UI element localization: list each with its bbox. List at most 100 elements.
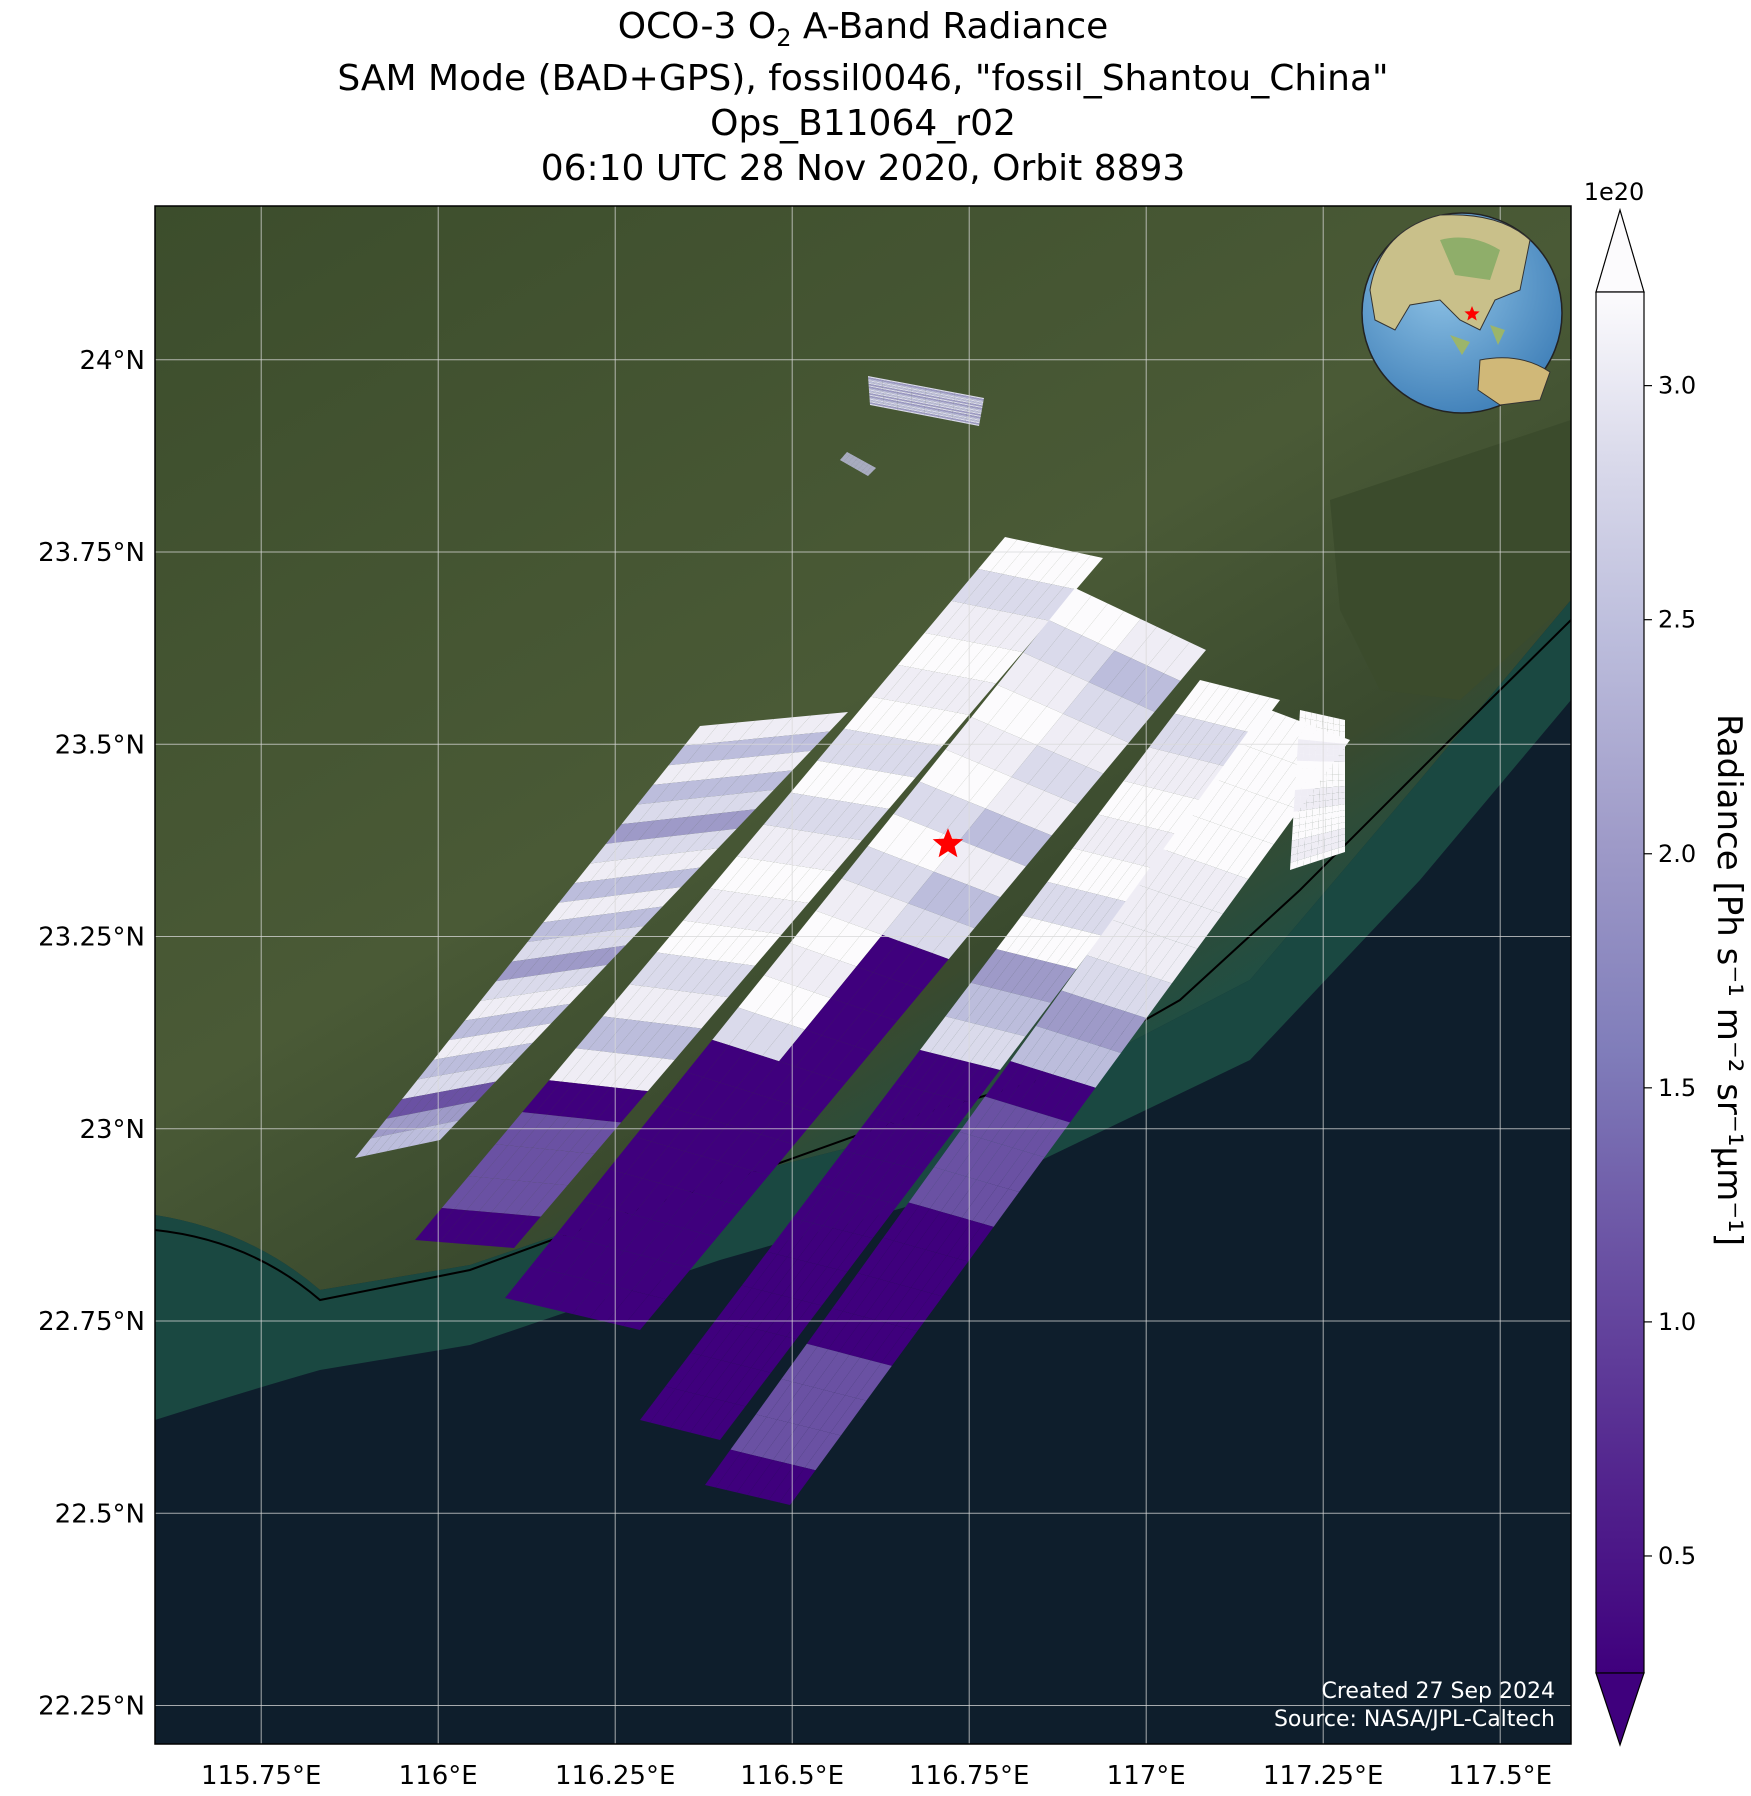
swath-cell (692, 1160, 736, 1197)
swath-cell (666, 957, 706, 991)
swath-cell (1070, 728, 1113, 767)
swath-cell (938, 416, 952, 421)
swath-cell (924, 411, 939, 416)
swath-cell (1292, 817, 1300, 827)
swath-cell (895, 669, 935, 704)
swath-cell (602, 984, 642, 1018)
swath-cell (526, 938, 557, 960)
swath-cell (869, 468, 874, 471)
swath-cell (496, 959, 527, 982)
swath-cell (1226, 836, 1264, 876)
swath-cell (742, 932, 782, 966)
swath-cell (738, 789, 774, 812)
swath-cell (715, 1365, 751, 1402)
swath-cell (622, 838, 655, 860)
swath-cell (687, 813, 722, 835)
swath-cell (868, 1163, 904, 1200)
swath-cell (1132, 829, 1169, 866)
swath-cell (437, 1070, 466, 1093)
swath-cell (1081, 896, 1118, 933)
swath-cell (910, 406, 925, 411)
swath-cell (1306, 802, 1314, 810)
swath-cell (652, 852, 687, 874)
swath-cell (1316, 720, 1323, 729)
swath-cell (1188, 778, 1225, 818)
swath-cell (924, 878, 968, 916)
swath-cell (1049, 588, 1092, 628)
swath-cell (985, 992, 1021, 1029)
swath-cell (1143, 752, 1180, 789)
swath-cell (990, 539, 1030, 575)
colorbar-ticks: 3.0 2.5 2.0 1.5 1.0 0.5 (1644, 372, 1696, 1570)
swath-cell (852, 463, 857, 466)
swath-cell (478, 1179, 519, 1213)
swath-cell (888, 1168, 924, 1205)
swath-cell (834, 1357, 871, 1396)
swath-cell (640, 1386, 676, 1423)
swath-cell (802, 1187, 839, 1224)
swath-cell (543, 986, 575, 1008)
swath-cell (590, 859, 623, 882)
swath-cell (1315, 734, 1322, 742)
swath-cell (629, 952, 669, 986)
swath-cell (677, 1077, 720, 1115)
swath-cell (866, 465, 871, 468)
swath-cell (906, 953, 949, 990)
swath-cell (871, 466, 876, 470)
swath-cell (704, 811, 739, 833)
swath-cell (425, 1105, 455, 1128)
swath-cell (386, 1096, 414, 1119)
swath-cell (702, 722, 737, 744)
swath-cell (856, 699, 896, 734)
swath-cell (1040, 966, 1077, 1003)
swath-cell (849, 454, 854, 457)
swath-cell (995, 995, 1031, 1032)
swath-cell (845, 459, 850, 462)
swath-cell (868, 386, 883, 391)
swath-cell (897, 398, 912, 403)
swath-cell (736, 1290, 772, 1327)
swath-cell (1305, 815, 1313, 824)
swath-cell (1297, 844, 1305, 854)
swath-cell (1194, 685, 1230, 722)
swath-cell (838, 1155, 874, 1193)
swath-cell (1333, 742, 1340, 750)
swath-cell (1123, 747, 1160, 784)
swath-cell (868, 377, 883, 382)
swath-cell (963, 571, 1003, 606)
swath-cell (793, 713, 830, 735)
swath-cell (915, 1211, 952, 1250)
swath-cell (864, 473, 869, 476)
swath-cell (864, 462, 869, 465)
swath-cell (671, 814, 706, 837)
swath-cell (703, 962, 743, 996)
swath-cell (728, 1013, 772, 1051)
swath-cell (480, 979, 510, 1001)
swath-cell (1147, 634, 1190, 674)
swath-cell (863, 978, 907, 1016)
created-credit: Created 27 Sep 2024 (1322, 1679, 1556, 1704)
swath-cell (1331, 823, 1339, 832)
swath-cell (1293, 803, 1301, 812)
swath-cell (852, 457, 857, 461)
swath-cell (781, 1343, 818, 1382)
swath-cell (1026, 922, 1062, 960)
swath-cell (507, 975, 538, 997)
colorbar-title: Radiance [Ph s⁻¹ m⁻² sr⁻¹μm⁻¹] (1709, 714, 1749, 1246)
swath-cell (855, 460, 860, 463)
swath-cell (688, 777, 723, 800)
swath-cell (809, 1392, 846, 1431)
swath-cell (867, 470, 872, 474)
swath-cell (938, 415, 953, 420)
swath-cell (954, 392, 970, 397)
swath-cell (722, 774, 758, 796)
swath-cell (670, 761, 705, 784)
swath-cell (690, 1319, 727, 1356)
swath-cell (837, 1235, 873, 1272)
swath-cell (1333, 717, 1340, 725)
swath-cell (851, 464, 856, 468)
swath-cell (925, 403, 940, 408)
swath-cell (670, 1393, 706, 1430)
swath-cell (882, 390, 898, 395)
swath-cell (518, 1149, 558, 1182)
